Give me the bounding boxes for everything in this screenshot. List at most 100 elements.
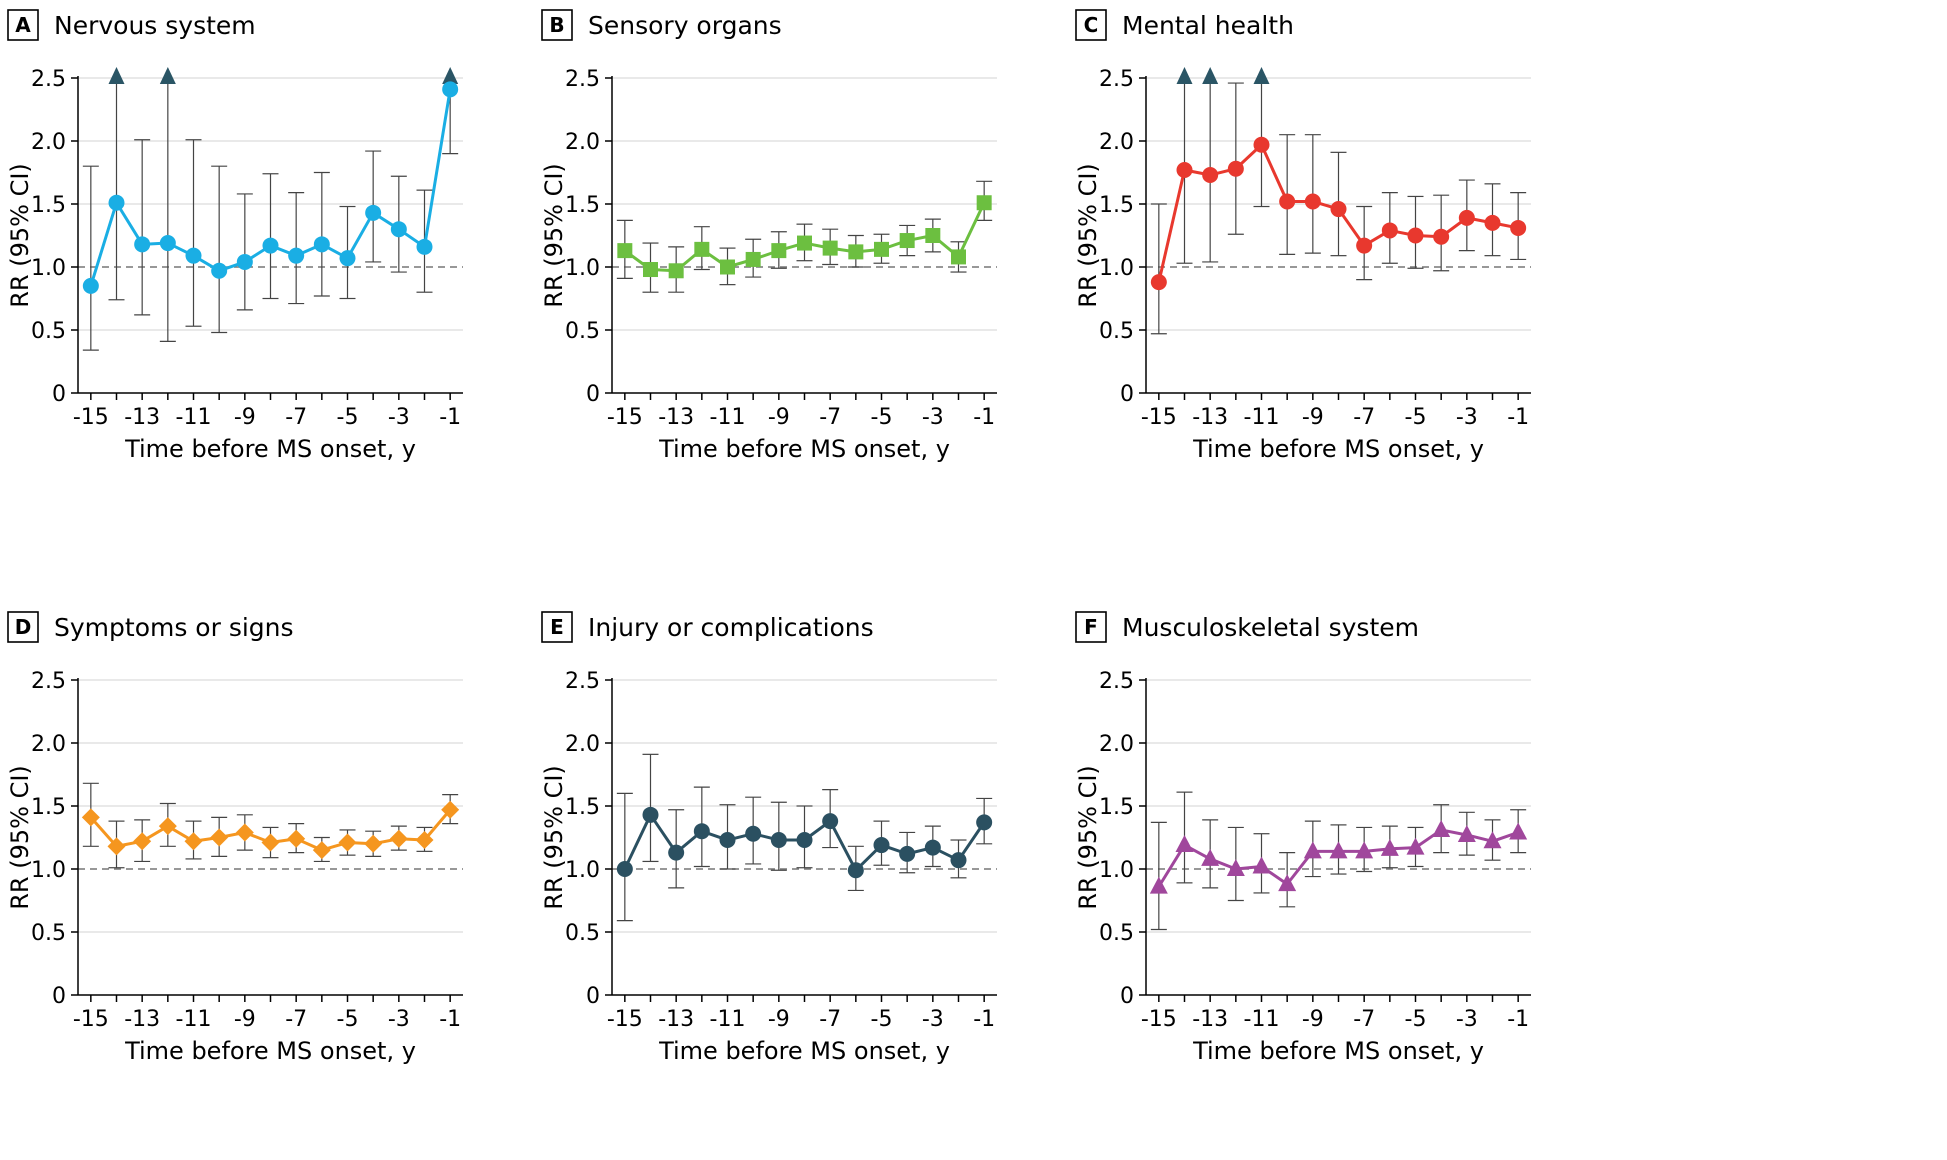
- data-point: [1303, 841, 1322, 859]
- x-tick-label: -13: [1192, 405, 1228, 430]
- data-point: [1227, 160, 1244, 177]
- data-point: [796, 832, 813, 849]
- x-tick-label: -3: [388, 1007, 410, 1032]
- x-tick-label: -11: [176, 1007, 212, 1032]
- x-axis-title: Time before MS onset, y: [124, 435, 416, 463]
- data-point: [108, 194, 125, 211]
- panel-title: Musculoskeletal system: [1122, 613, 1419, 642]
- x-axis-title: Time before MS onset, y: [658, 435, 950, 463]
- panel-letter: E: [550, 615, 564, 639]
- data-point: [1150, 274, 1167, 291]
- x-tick-label: -9: [1302, 1007, 1324, 1032]
- data-point: [1510, 219, 1527, 236]
- data-point: [668, 263, 684, 279]
- data-point: [81, 808, 100, 827]
- data-point: [1433, 228, 1450, 245]
- data-point: [1304, 193, 1321, 210]
- y-axis-title: RR (95% CI): [540, 765, 568, 910]
- y-tick-label: 0: [52, 984, 66, 1009]
- x-tick-label: -11: [176, 405, 212, 430]
- y-tick-label: 2.5: [31, 669, 66, 694]
- x-tick-label: -1: [973, 1007, 995, 1032]
- panel-letter: D: [15, 615, 32, 639]
- data-point: [899, 233, 915, 249]
- x-tick-label: -11: [1244, 1007, 1280, 1032]
- y-tick-label: 0.5: [31, 921, 66, 946]
- y-axis-title: RR (95% CI): [540, 163, 568, 308]
- data-point: [822, 813, 839, 830]
- y-tick-label: 0: [1120, 382, 1134, 407]
- x-tick-label: -1: [973, 405, 995, 430]
- data-point: [287, 829, 306, 848]
- y-tick-label: 2.5: [31, 67, 66, 92]
- data-point: [1329, 841, 1348, 859]
- data-point: [312, 841, 331, 860]
- y-tick-label: 2.0: [31, 732, 66, 757]
- x-tick-label: -1: [1507, 405, 1529, 430]
- panel-letter-box: [541, 9, 573, 41]
- data-point: [1330, 201, 1347, 218]
- data-point: [1279, 193, 1296, 210]
- overflow-arrow-marker: [108, 67, 125, 84]
- panel-title: Nervous system: [54, 11, 256, 40]
- x-tick-label: -7: [819, 405, 841, 430]
- y-axis-title: RR (95% CI): [6, 163, 34, 308]
- panel-f: F Musculoskeletal system 0 0.5 1.0 1.5 2.0 2.5 -…: [1074, 611, 1531, 1065]
- data-point: [643, 262, 658, 278]
- data-point: [797, 235, 812, 251]
- y-tick-label: 1.5: [1099, 193, 1134, 218]
- data-point: [1278, 874, 1297, 892]
- data-point: [107, 837, 126, 856]
- data-point: [441, 800, 460, 819]
- x-tick-label: -7: [819, 1007, 841, 1032]
- panel-title: Symptoms or signs: [54, 613, 294, 642]
- data-point: [924, 839, 941, 856]
- y-tick-label: 1.0: [565, 858, 600, 883]
- data-point: [389, 829, 408, 848]
- data-point: [185, 247, 202, 264]
- y-axis-title: RR (95% CI): [1074, 163, 1102, 308]
- data-point: [1381, 222, 1398, 239]
- data-point: [1149, 876, 1168, 894]
- data-point: [847, 862, 864, 879]
- data-point: [899, 845, 916, 862]
- data-point: [873, 837, 890, 854]
- data-point: [719, 832, 736, 849]
- y-tick-label: 0.5: [31, 319, 66, 344]
- x-tick-label: -15: [607, 405, 643, 430]
- panel-letter-box: [1075, 611, 1107, 643]
- x-tick-label: -9: [234, 1007, 256, 1032]
- data-point: [1509, 822, 1528, 840]
- data-point: [1406, 837, 1425, 855]
- data-point: [364, 834, 383, 853]
- x-tick-label: -1: [439, 405, 461, 430]
- panel-b: B Sensory organs 0 0.5 1.0 1.5 2.0 2.5 -15 -13 -11…: [540, 9, 997, 463]
- data-point: [693, 823, 710, 840]
- x-tick-label: -3: [388, 405, 410, 430]
- y-tick-label: 2.0: [565, 732, 600, 757]
- data-point: [133, 832, 152, 851]
- x-tick-label: -15: [1141, 405, 1177, 430]
- x-tick-label: -13: [124, 405, 160, 430]
- y-tick-label: 0.5: [565, 319, 600, 344]
- x-tick-label: -15: [73, 405, 109, 430]
- y-axis-title: RR (95% CI): [6, 765, 34, 910]
- data-point: [390, 221, 407, 238]
- overflow-arrow-marker: [159, 67, 176, 84]
- x-tick-label: -11: [1244, 405, 1280, 430]
- data-point: [617, 243, 633, 259]
- x-tick-label: -15: [607, 1007, 643, 1032]
- x-tick-label: -1: [439, 1007, 461, 1032]
- data-point: [1226, 859, 1245, 876]
- data-point: [261, 833, 280, 852]
- overflow-arrow-marker: [442, 67, 459, 84]
- data-point: [415, 831, 434, 850]
- data-point: [236, 253, 253, 270]
- x-tick-label: -9: [768, 1007, 790, 1032]
- data-point: [1201, 848, 1220, 866]
- panel-letter: F: [1084, 615, 1098, 639]
- panel-letter: C: [1084, 13, 1099, 37]
- data-point: [770, 832, 787, 849]
